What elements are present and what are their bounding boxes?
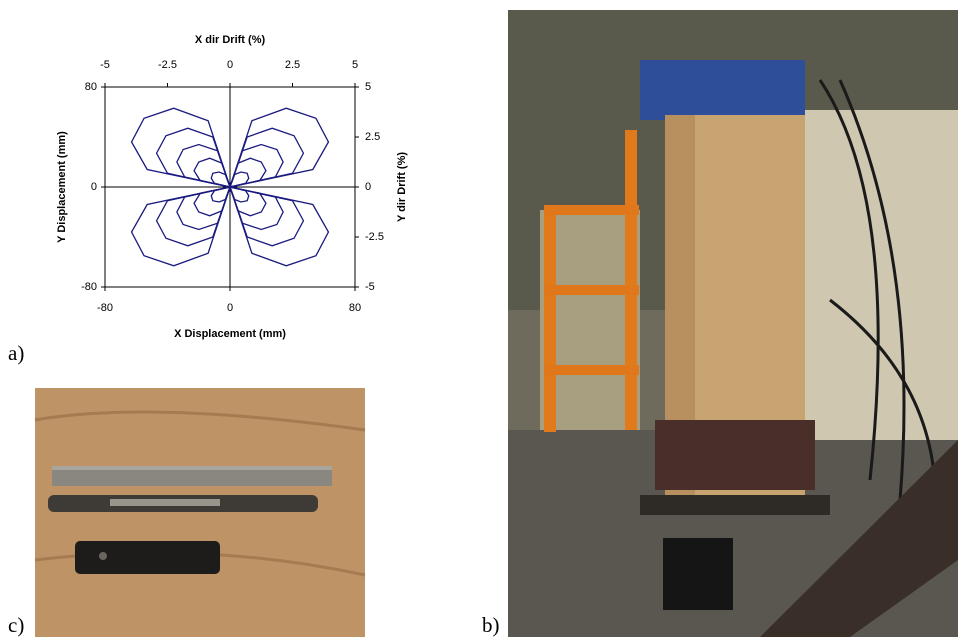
y2-axis-title: Y dir Drift (%) [396,152,408,222]
y-axis-title: Y Displacement (mm) [56,131,68,243]
x-tick-label: 0 [227,302,233,314]
x-axis-title: X Displacement (mm) [174,328,286,340]
y2-tick-label: -5 [365,281,375,293]
y-tick-label: -80 [81,281,97,293]
y2-tick-label: 5 [365,81,371,93]
photo-tools [35,388,365,637]
x2-tick-label: 5 [352,59,358,71]
x2-tick-label: -2.5 [158,59,177,71]
x2-tick-label: 2.5 [285,59,300,71]
panel-label: c) [8,613,24,637]
y2-tick-label: -2.5 [365,231,384,243]
panel-label: b) [482,613,500,637]
photo-column-test [508,10,958,637]
y-tick-label: 80 [85,81,97,93]
x-tick-label: -80 [97,302,113,314]
x2-tick-label: 0 [227,59,233,71]
figure: a) b) c) X dir Drift (%) X Displacement … [0,0,966,637]
page: a) b) c) X dir Drift (%) X Displacement … [0,0,966,637]
x2-tick-label: -5 [100,59,110,71]
panel-label: a) [8,341,24,365]
y2-tick-label: 0 [365,181,371,193]
x-tick-label: 80 [349,302,361,314]
x2-axis-title: X dir Drift (%) [195,34,266,46]
y2-tick-label: 2.5 [365,131,380,143]
y-tick-label: 0 [91,181,97,193]
